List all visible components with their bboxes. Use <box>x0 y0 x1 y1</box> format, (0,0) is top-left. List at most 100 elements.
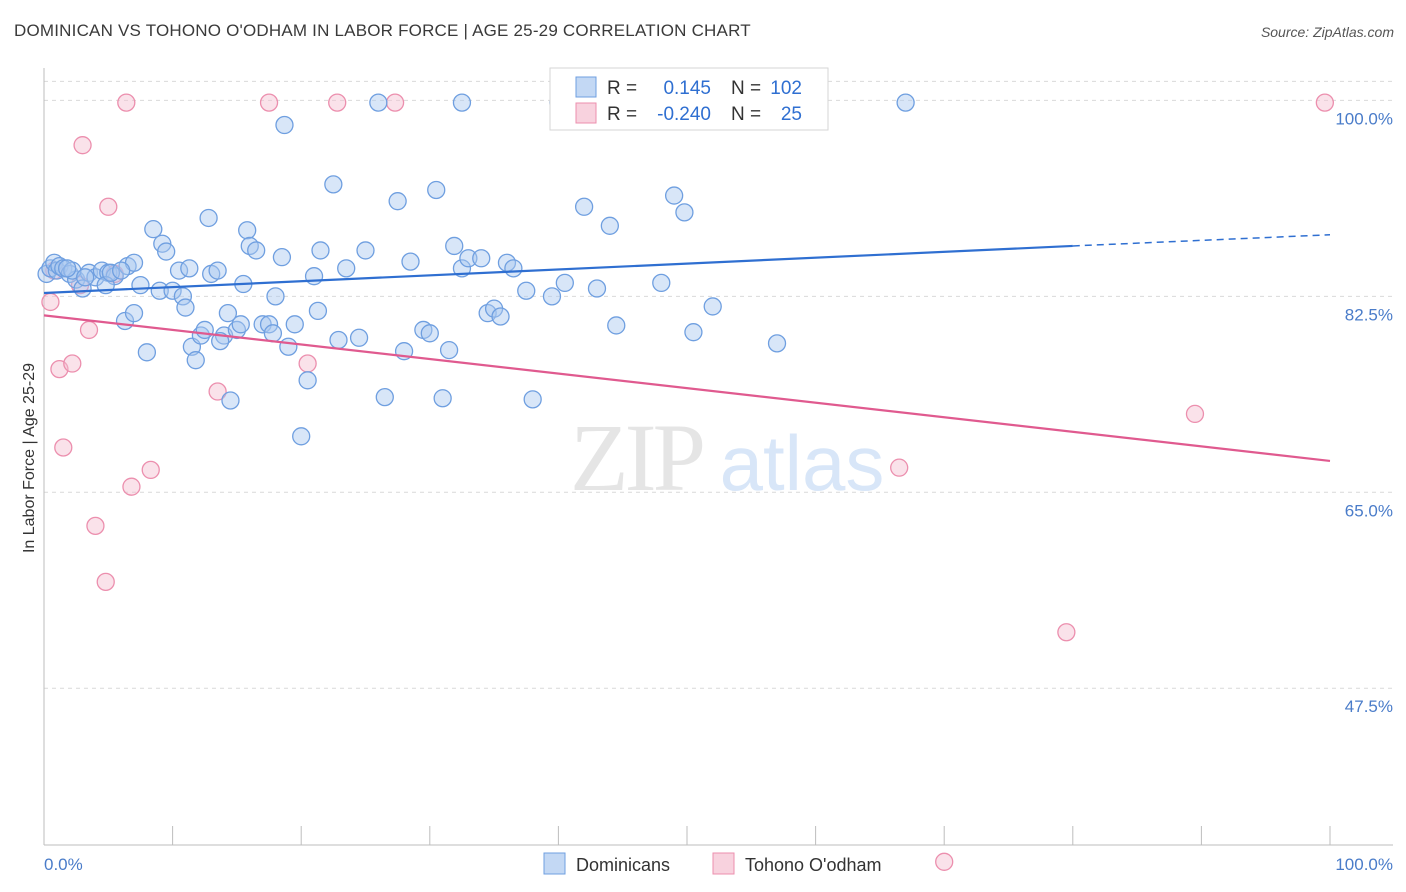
tohono-point-5 <box>79 320 99 340</box>
dominican-point-77 <box>491 307 510 326</box>
dominican-point-85 <box>587 279 607 298</box>
watermark-atlas: atlas <box>720 419 885 507</box>
dominican-trend-extension <box>1072 234 1331 247</box>
dominican-point-104 <box>76 268 95 287</box>
tohono-point-16 <box>328 93 347 112</box>
legend-n-value-0: 102 <box>770 78 802 99</box>
dominican-point-62 <box>375 387 394 407</box>
dominican-point-68 <box>427 180 446 200</box>
dominican-point-59 <box>337 259 356 278</box>
dominican-point-8 <box>73 279 92 298</box>
dominican-point-28 <box>180 259 199 278</box>
series-legend: Dominicans Tohono O'odham <box>543 852 882 875</box>
dominican-point-100 <box>896 93 915 112</box>
tohono-point-3 <box>63 354 82 373</box>
tohono-point-0 <box>41 292 60 312</box>
legend-n-label-0: N = <box>731 78 761 99</box>
grid-lines <box>44 80 1393 689</box>
dominican-point-35 <box>208 261 227 280</box>
x-tick-label-min: 0.0% <box>44 855 83 874</box>
dominican-point-82 <box>542 287 562 306</box>
dominican-point-90 <box>675 203 694 222</box>
legend-r-value-1: -0.240 <box>657 104 711 125</box>
dominican-point-32 <box>195 320 214 340</box>
y-tick-label-3: 47.5% <box>1345 697 1393 716</box>
dominican-point-71 <box>445 236 464 256</box>
dominican-point-37 <box>218 303 238 323</box>
dominican-point-38 <box>221 391 240 410</box>
dominican-point-47 <box>263 324 283 343</box>
dominican-point-57 <box>324 175 343 194</box>
dominican-points <box>37 93 915 446</box>
legend-r-label-0: R = <box>607 78 637 99</box>
x-tick-label-max: 100.0% <box>1335 855 1393 874</box>
dominican-point-91 <box>684 323 703 342</box>
dominican-point-18 <box>131 275 150 295</box>
dominican-point-53 <box>298 371 317 390</box>
watermark: ZIP atlas <box>570 404 884 511</box>
dominican-point-97 <box>369 93 388 112</box>
dominican-point-81 <box>523 390 542 409</box>
series-legend-dominicans: Dominicans <box>576 855 670 875</box>
dominican-point-20 <box>144 220 163 239</box>
tohono-point-8 <box>99 197 118 216</box>
legend-swatch-dominicans <box>575 76 597 98</box>
dominican-point-89 <box>664 186 684 205</box>
axes <box>43 68 1393 846</box>
dominican-point-96 <box>275 115 294 135</box>
tohono-point-4 <box>73 136 92 155</box>
dominican-point-42 <box>238 221 257 240</box>
tohono-point-18 <box>890 458 909 477</box>
series-legend-swatch-tohono <box>712 852 735 875</box>
y-tick-label-0: 100.0% <box>1335 109 1393 128</box>
dominican-point-17 <box>124 303 144 323</box>
dominican-point-80 <box>517 281 536 300</box>
dominican-point-23 <box>157 242 176 261</box>
source-label: Source: ZipAtlas.com <box>1260 24 1394 40</box>
legend-n-label-1: N = <box>731 104 761 125</box>
dominican-point-67 <box>420 324 439 343</box>
watermark-zip: ZIP <box>570 404 703 511</box>
tohono-point-15 <box>298 354 317 373</box>
dominican-point-65 <box>401 252 420 271</box>
tohono-trend-line <box>43 314 1331 463</box>
dominican-point-86 <box>600 216 619 235</box>
dominican-point-19 <box>137 343 157 362</box>
tohono-point-10 <box>117 93 136 112</box>
dominican-point-56 <box>311 241 330 260</box>
dominican-point-69 <box>433 389 452 408</box>
dominican-point-79 <box>504 259 523 278</box>
legend-n-value-1: 25 <box>781 104 802 125</box>
series-legend-tohono: Tohono O'odham <box>745 855 882 875</box>
dominican-point-93 <box>767 334 787 353</box>
dominican-point-84 <box>574 197 594 216</box>
legend-swatch-tohono <box>575 102 597 124</box>
dominican-point-46 <box>259 315 279 334</box>
series-legend-swatch-dominicans <box>543 852 566 875</box>
dominican-point-30 <box>186 351 205 370</box>
dominican-point-87 <box>607 316 626 335</box>
y-tick-label-1: 82.5% <box>1345 305 1393 324</box>
tohono-point-6 <box>86 516 105 536</box>
dominican-point-88 <box>652 273 671 293</box>
dominican-point-101 <box>57 259 77 278</box>
y-tick-label-2: 65.0% <box>1345 501 1393 520</box>
dominican-trend-line <box>43 244 1073 295</box>
dominican-point-27 <box>176 298 195 317</box>
stats-legend: R = 0.145 N = 102 R = -0.240 N = 25 <box>549 67 829 131</box>
dominican-point-49 <box>272 248 292 267</box>
dominican-point-51 <box>285 315 304 334</box>
dominican-point-73 <box>459 249 478 268</box>
dominican-point-55 <box>308 301 328 321</box>
dominican-point-58 <box>329 330 348 350</box>
tohono-point-13 <box>208 382 227 401</box>
tohono-point-22 <box>1315 93 1335 112</box>
tohono-point-2 <box>54 438 73 457</box>
dominican-point-92 <box>703 297 722 316</box>
tohono-point-12 <box>141 460 160 480</box>
tohono-point-11 <box>122 477 141 496</box>
tohono-point-20 <box>1057 623 1076 642</box>
dominican-point-48 <box>266 287 285 306</box>
tohono-point-19 <box>935 852 954 871</box>
dominican-point-40 <box>231 315 250 334</box>
